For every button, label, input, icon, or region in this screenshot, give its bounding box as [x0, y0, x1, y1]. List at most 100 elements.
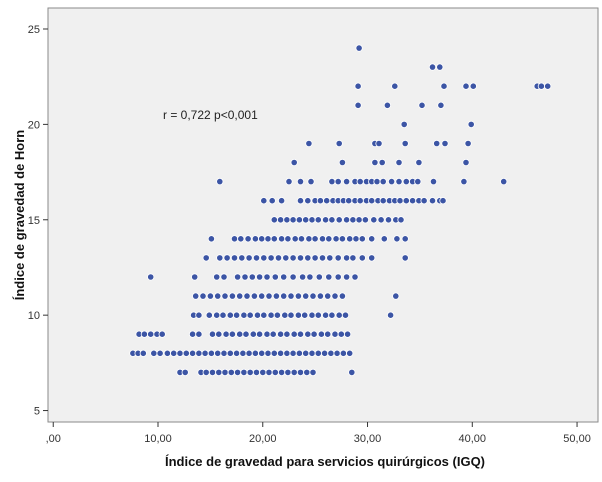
data-point [339, 349, 347, 357]
data-point [170, 349, 178, 357]
data-point [314, 349, 322, 357]
data-point [296, 330, 305, 338]
data-point [216, 254, 224, 262]
data-point [245, 349, 253, 357]
data-point [236, 330, 244, 338]
data-point [289, 273, 297, 281]
data-point [237, 235, 245, 243]
data-point [189, 330, 197, 338]
data-point [228, 292, 236, 300]
data-point [281, 311, 289, 319]
data-point [305, 235, 313, 243]
data-point [331, 330, 339, 338]
data-point [314, 311, 322, 319]
data-point [214, 349, 222, 357]
data-point [263, 273, 271, 281]
data-point [140, 330, 148, 338]
data-point [296, 178, 305, 186]
data-point [311, 254, 319, 262]
data-point [289, 349, 297, 357]
data-point [324, 292, 332, 300]
data-point [230, 235, 239, 243]
data-point [206, 292, 214, 300]
data-point [296, 368, 305, 376]
data-point [199, 292, 207, 300]
data-point [296, 197, 305, 205]
x-tick-label: 40,00 [459, 433, 487, 445]
data-point [334, 273, 342, 281]
data-point [215, 330, 223, 338]
data-point [230, 254, 239, 262]
data-point [255, 330, 264, 338]
data-point [213, 273, 221, 281]
data-point [267, 311, 275, 319]
data-point [379, 178, 387, 186]
data-point [383, 101, 391, 109]
plot-background [47, 7, 599, 423]
data-point [207, 235, 215, 243]
data-point [290, 330, 298, 338]
data-point [387, 178, 396, 186]
data-point [163, 349, 171, 357]
data-point [252, 368, 261, 376]
data-point [314, 216, 322, 224]
data-point [393, 235, 401, 243]
data-point [309, 368, 317, 376]
data-point [297, 235, 306, 243]
y-tick-label: 25 [28, 24, 40, 36]
data-point [214, 292, 222, 300]
data-point [437, 101, 445, 109]
data-point [335, 216, 343, 224]
data-point [265, 368, 273, 376]
data-point [272, 292, 280, 300]
data-point [303, 368, 311, 376]
data-point [213, 311, 221, 319]
data-point [428, 63, 437, 71]
data-point [370, 216, 378, 224]
data-point [273, 311, 281, 319]
data-point [462, 158, 470, 167]
data-point [368, 235, 376, 243]
data-point [464, 139, 472, 148]
data-point [324, 330, 332, 338]
data-point [355, 44, 363, 52]
data-point [226, 311, 234, 319]
data-point [358, 254, 366, 262]
data-point [295, 349, 303, 357]
data-point [195, 330, 203, 338]
data-point [246, 311, 254, 319]
data-point [226, 349, 234, 357]
data-point [265, 292, 273, 300]
y-axis: 5 10 15 20 25 [28, 24, 48, 418]
y-tick-label: 10 [28, 310, 40, 322]
data-point [375, 139, 383, 148]
data-point [284, 368, 292, 376]
data-point [158, 330, 166, 338]
data-point [428, 197, 437, 205]
data-point [342, 178, 351, 186]
data-point [309, 292, 317, 300]
data-point [400, 120, 408, 129]
data-point [296, 254, 305, 262]
data-point [277, 235, 286, 243]
data-point [277, 368, 286, 376]
correlation-annotation: r = 0,722 p<0,001 [163, 108, 258, 122]
data-point [301, 311, 309, 319]
data-point [333, 349, 341, 357]
data-point [302, 349, 310, 357]
data-point [356, 178, 364, 186]
data-point [332, 235, 340, 243]
data-point [289, 254, 297, 262]
x-tick-label: 10,00 [144, 433, 172, 445]
data-point [401, 139, 409, 148]
data-point [305, 139, 313, 148]
data-point [335, 139, 343, 148]
data-point [396, 197, 404, 205]
data-point [395, 158, 403, 167]
data-point [317, 330, 325, 338]
data-point [436, 63, 444, 71]
data-point [325, 273, 333, 281]
data-point [285, 178, 293, 186]
data-point [342, 254, 351, 262]
data-point [326, 254, 334, 262]
